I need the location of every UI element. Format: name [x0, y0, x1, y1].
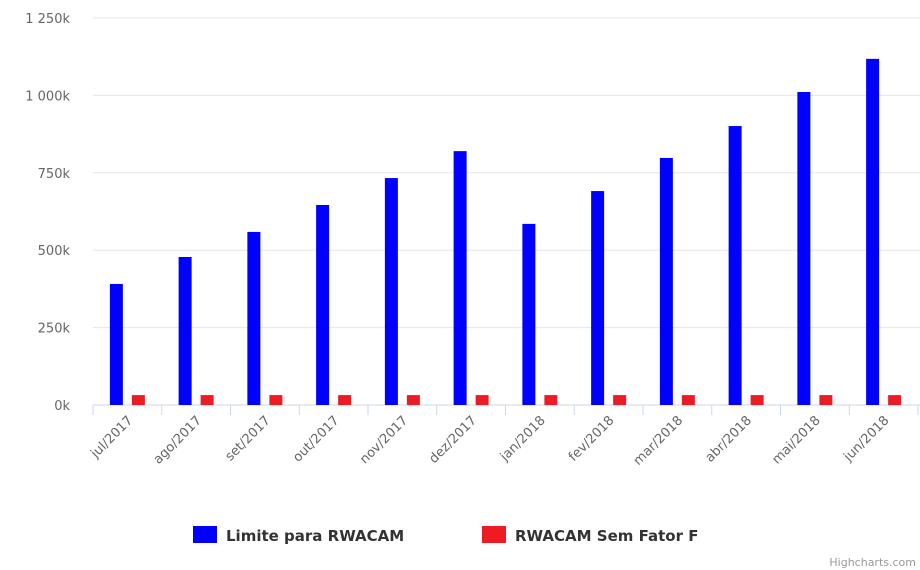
bar	[866, 58, 880, 406]
x-tick-label: fev/2018	[566, 413, 617, 464]
x-tick-label: abr/2018	[703, 413, 755, 465]
y-tick-label: 1 250k	[25, 12, 70, 27]
bar	[888, 395, 902, 405]
y-tick-label: 0k	[54, 399, 70, 414]
bar	[384, 178, 398, 405]
bar	[178, 257, 192, 405]
bar	[338, 395, 352, 405]
bar	[109, 283, 123, 405]
y-tick-label: 750k	[38, 167, 71, 182]
bar	[681, 395, 695, 405]
bar	[728, 126, 742, 405]
x-tick-label: set/2017	[223, 413, 274, 464]
bar	[819, 395, 833, 405]
bar	[406, 395, 420, 405]
bar	[659, 157, 673, 405]
bar	[475, 395, 489, 405]
x-tick-label: jan/2018	[497, 413, 549, 465]
x-tick-label: jul/2017	[87, 413, 136, 462]
y-tick-label: 500k	[38, 244, 71, 259]
legend-label: RWACAM Sem Fator F	[515, 527, 698, 545]
legend-swatch	[193, 526, 217, 543]
x-tick-label: nov/2017	[357, 413, 411, 467]
bar	[316, 204, 330, 405]
bar	[200, 395, 214, 405]
x-tick-label: dez/2017	[427, 413, 480, 466]
y-tick-label: 1 000k	[25, 89, 70, 104]
y-tick-label: 250k	[38, 322, 71, 337]
x-tick-label: out/2017	[290, 413, 342, 465]
bar	[453, 151, 467, 405]
bar	[750, 395, 764, 405]
legend-swatch	[482, 526, 506, 543]
legend-label: Limite para RWACAM	[226, 527, 404, 545]
x-tick-label: mar/2018	[631, 413, 686, 468]
bar	[613, 395, 627, 405]
bar	[591, 191, 605, 405]
bar	[131, 395, 145, 405]
bar	[544, 395, 558, 405]
x-tick-label: jun/2018	[840, 413, 892, 465]
bar	[247, 231, 261, 405]
credit: Highcharts.com	[829, 556, 916, 569]
bar	[269, 395, 283, 405]
x-tick-label: ago/2017	[151, 413, 205, 467]
bar	[522, 223, 536, 405]
bar	[797, 91, 811, 406]
x-tick-label: mai/2018	[769, 413, 823, 467]
